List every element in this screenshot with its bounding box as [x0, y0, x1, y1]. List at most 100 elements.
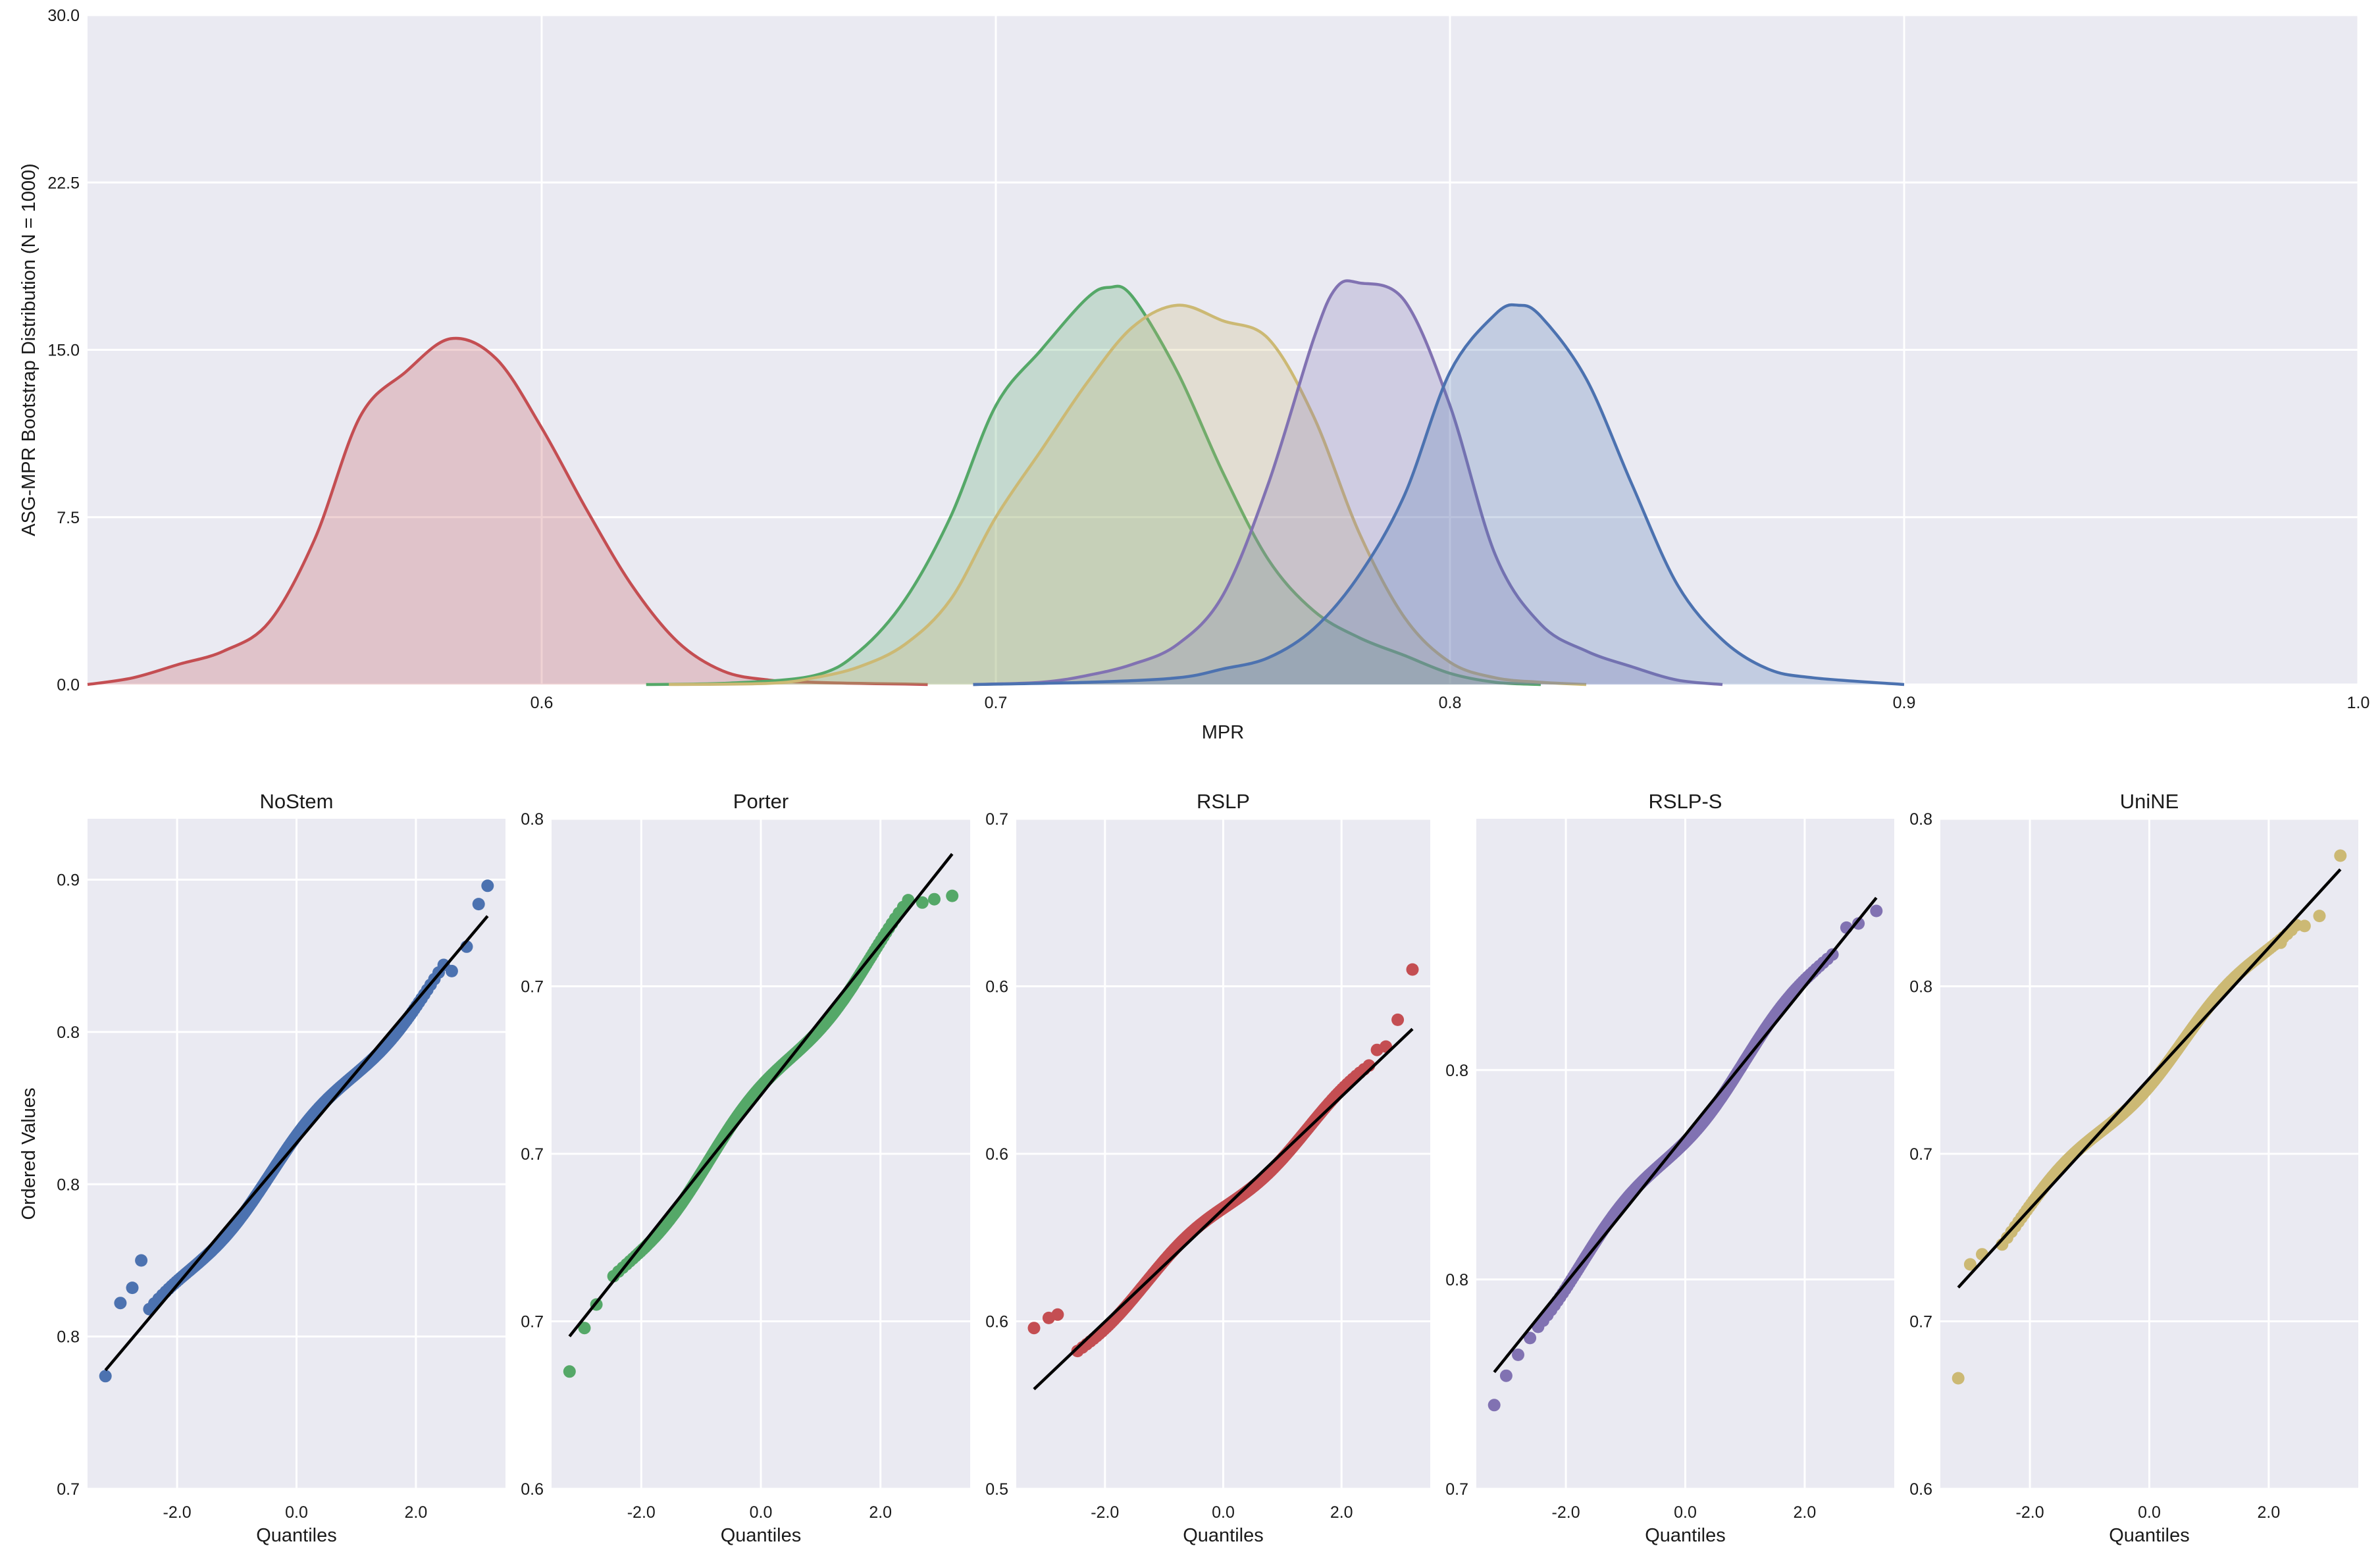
x-tick-label: 1.0 [2347, 694, 2370, 712]
y-tick-label: 0.8 [1445, 1062, 1468, 1080]
y-tick-label: 30.0 [47, 7, 80, 25]
qq-panel-unine: -2.0 0.0 2.0 0.6 0.7 0.7 0.8 0.8 UniNE Quantiles [1909, 790, 2358, 1546]
x-tick-label: 2.0 [1330, 1503, 1353, 1522]
y-tick-label: 7.5 [57, 509, 80, 527]
qq-point [1512, 1348, 1524, 1361]
y-tick-label: 0.7 [57, 1480, 80, 1499]
kde-area-yellow [669, 305, 1587, 685]
qq-point [481, 879, 494, 892]
kde-line-yellow [669, 303, 1587, 686]
x-tick-label: 2.0 [1794, 1503, 1817, 1522]
y-tick-label: 0.6 [985, 1313, 1008, 1332]
x-tick-label: 2.0 [869, 1503, 892, 1522]
x-tick-label: 0.0 [1212, 1503, 1235, 1522]
qq-panel-porter: -2.0 0.0 2.0 0.6 0.7 0.7 0.7 0.8 Porter Quantiles [521, 790, 970, 1546]
y-tick-label: 0.5 [985, 1480, 1008, 1499]
grid [88, 14, 2360, 686]
qq-point [126, 1281, 139, 1295]
grid [552, 817, 970, 1490]
qq-point [1870, 904, 1883, 918]
qq-point [135, 1254, 148, 1267]
qq-point [916, 896, 929, 909]
y-tick-label: 0.8 [57, 1328, 80, 1347]
panel-title: Porter [733, 790, 789, 813]
qq-point [578, 1322, 591, 1335]
x-tick-label: 0.9 [1893, 694, 1916, 712]
panel-title: RSLP-S [1649, 790, 1722, 813]
y-tick-label: 0.6 [521, 1480, 544, 1499]
kde-line-green [646, 284, 1541, 686]
y-tick-label: 0.7 [521, 1145, 544, 1164]
x-tick-label: 0.8 [1439, 694, 1462, 712]
x-axis-label: Quantiles [1645, 1525, 1726, 1546]
y-tick-label: 0.7 [1909, 1145, 1932, 1164]
qq-point [2334, 849, 2347, 862]
qq-point [114, 1297, 127, 1310]
qq-point [1524, 1332, 1537, 1345]
panel-title: NoStem [260, 790, 334, 813]
y-tick-label: 0.8 [1909, 978, 1932, 996]
qq-reference-line [1493, 896, 1878, 1374]
qq-point [2298, 919, 2311, 933]
qq-point [1027, 1322, 1041, 1335]
y-tick-label: 0.8 [521, 810, 544, 829]
qq-reference-line [1033, 1027, 1414, 1391]
y-tick-label: 0.8 [57, 1023, 80, 1042]
y-tick-label: 0.6 [1909, 1480, 1932, 1499]
x-axis-label: Quantiles [256, 1525, 337, 1546]
qq-point [1852, 917, 1865, 930]
y-tick-label: 0.8 [1909, 810, 1932, 829]
qq-point [445, 964, 458, 977]
qq-point [946, 889, 959, 902]
qq-point [472, 898, 485, 911]
x-axis-label: Quantiles [2109, 1525, 2190, 1546]
x-tick-label: 0.0 [2138, 1503, 2161, 1522]
kde-area-blue [973, 305, 1904, 685]
x-tick-label: 2.0 [2258, 1503, 2281, 1522]
qq-reference-line [104, 915, 489, 1372]
x-tick-label: 0.0 [1674, 1503, 1697, 1522]
y-tick-label: 0.7 [1909, 1313, 1932, 1332]
qq-reference-line [568, 853, 954, 1337]
grid [1940, 817, 2358, 1490]
qq-point [1051, 1308, 1064, 1321]
y-tick-label: 0.7 [521, 1313, 544, 1332]
qq-point [2313, 910, 2326, 923]
x-tick-label: 0.6 [530, 694, 554, 712]
grid [1016, 817, 1430, 1490]
x-tick-label: 0.0 [750, 1503, 773, 1522]
qq-panel-rslp: -2.0 0.0 2.0 0.5 0.6 0.6 0.6 0.7 RSLP Quantiles [985, 790, 1430, 1546]
x-tick-label: -2.0 [163, 1503, 192, 1522]
panel-title: UniNE [2120, 790, 2179, 813]
qq-panel-rslp-s: -2.0 0.0 2.0 0.7 0.8 0.8 RSLP-S Quantiles [1445, 790, 1894, 1546]
kde-chart: 0.6 0.7 0.8 0.9 1.0 0.0 7.5 15.0 22.5 30.0 MPR ASG-… [18, 7, 2369, 743]
x-tick-label: -2.0 [627, 1503, 656, 1522]
qq-point [1963, 1258, 1977, 1271]
grid [88, 819, 505, 1490]
x-tick-label: -2.0 [2016, 1503, 2044, 1522]
y-axis-label: ASG-MPR Bootstrap Distribution (N = 1000… [18, 163, 39, 536]
y-tick-label: 0.0 [57, 676, 80, 694]
y-tick-label: 0.8 [1445, 1271, 1468, 1289]
y-tick-label: 22.5 [47, 174, 80, 192]
x-tick-label: 0.7 [985, 694, 1008, 712]
x-tick-label: 2.0 [405, 1503, 428, 1522]
qq-point [1952, 1372, 1965, 1385]
qq-point [99, 1370, 112, 1383]
y-axis-label: Ordered Values [18, 1088, 39, 1220]
panel-title: RSLP [1197, 790, 1250, 813]
y-tick-label: 0.6 [985, 1145, 1008, 1164]
qq-point [1488, 1399, 1501, 1412]
qq-point [1499, 1369, 1513, 1382]
x-axis-label: Quantiles [721, 1525, 802, 1546]
kde-line-blue [973, 303, 1905, 686]
kde-area-purple [973, 280, 1722, 685]
grid [1476, 819, 1894, 1490]
y-tick-label: 0.9 [57, 871, 80, 890]
y-tick-label: 0.8 [57, 1176, 80, 1194]
y-tick-label: 0.7 [521, 978, 544, 996]
qq-point [563, 1365, 576, 1378]
y-tick-label: 15.0 [47, 342, 80, 360]
qq-point [1391, 1013, 1405, 1026]
